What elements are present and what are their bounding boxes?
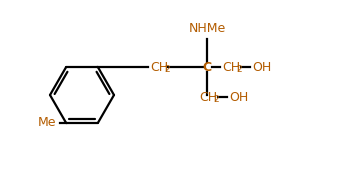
Text: CH: CH [222,61,240,74]
Text: NHMe: NHMe [189,22,226,35]
Text: 2: 2 [164,65,170,74]
Text: 2: 2 [213,95,219,104]
Text: CH: CH [150,61,168,74]
Text: OH: OH [252,61,271,74]
Text: C: C [202,61,211,74]
Text: Me: Me [37,116,56,129]
Text: 2: 2 [236,65,241,74]
Text: CH: CH [199,91,217,104]
Text: OH: OH [229,91,248,104]
